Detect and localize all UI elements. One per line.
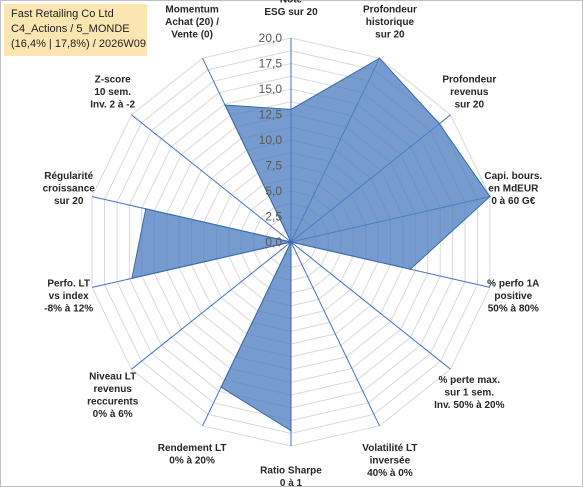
radar-category-label-line: historique	[366, 17, 415, 28]
radar-category-label: Volatilité LT inversée 40% à 0%	[362, 443, 417, 479]
radar-category-label-line: Perfo. LT	[47, 278, 90, 289]
radar-category-label-line: revenus	[94, 384, 133, 395]
radar-category-label-line: vs index	[49, 291, 89, 302]
radar-category-label-line: 0% à 6%	[93, 409, 133, 420]
radar-category-labels: Note ESG sur 20 Profondeur historique sur 20…	[43, 0, 543, 487]
radar-category-label: Capi. bours. en MdEUR 0 à 60 G€	[484, 171, 542, 207]
radar-category-label-line: 0 à 1	[280, 478, 303, 487]
radar-category-label-line: Z-score	[95, 74, 132, 85]
radar-category-label-line: 0% à 20%	[169, 455, 215, 466]
radar-data-point	[224, 104, 226, 106]
radar-data-point	[290, 241, 292, 243]
radar-category-label-line: Capi. bours.	[484, 171, 542, 182]
radar-category-label-line: sur 1 sem.	[445, 388, 495, 399]
radar-tick-label: 15,0	[259, 82, 283, 96]
radar-category-label-line: sur 20	[455, 99, 485, 110]
radar-tick-labels: 0,0 2,5 5,0 7,5 10,0 12,5 15,0 17,5 20,0	[259, 31, 283, 249]
radar-category-label-line: en MdEUR	[488, 184, 539, 195]
radar-category-label: Z-score 10 sem. Inv. 2 à -2	[90, 74, 135, 110]
radar-category-label-line: reccurents	[87, 397, 139, 408]
radar-category-label: Régularité croissance sur 20	[43, 171, 96, 207]
radar-category-label-line: Niveau LT	[89, 372, 136, 383]
radar-data-point	[220, 386, 222, 389]
radar-tick-label: 5,0	[265, 184, 282, 198]
radar-category-label: Note ESG sur 20	[264, 0, 318, 18]
radar-data-point	[145, 208, 147, 210]
radar-category-label: Profondeur historique sur 20	[363, 5, 417, 41]
radar-tick-label: 20,0	[259, 31, 283, 45]
radar-category-label-line: Ratio Sharpe	[260, 466, 322, 477]
radar-data-point	[409, 268, 412, 271]
chart-title-category: C4_Actions / 5_MONDE	[11, 23, 130, 35]
radar-category-label: Momentum Achat (20) / Vente (0)	[165, 5, 219, 41]
radar-category-label-line: Note	[280, 0, 303, 6]
radar-category-label-line: Volatilité LT	[362, 443, 417, 454]
radar-category-label: Perfo. LT vs index -8% à 12%	[44, 278, 93, 314]
radar-category-label-line: % perfo 1A	[487, 278, 539, 289]
radar-tick-label: 0,0	[265, 235, 282, 249]
radar-category-label-line: 50% à 80%	[488, 303, 539, 314]
radar-category-label-line: Inv. 2 à -2	[90, 99, 135, 110]
radar-category-label: Niveau LT revenus reccurents 0% à 6%	[87, 372, 139, 421]
chart-title-company: Fast Retailing Co Ltd	[11, 8, 114, 20]
radar-category-label-line: Profondeur	[363, 5, 417, 16]
radar-axis-line	[131, 241, 292, 370]
radar-category-label: Ratio Sharpe 0 à 1	[260, 466, 322, 487]
radar-category-label-line: 40% à 0%	[367, 468, 413, 479]
radar-category-label: % perte max. sur 1 sem. Inv. 50% à 20%	[434, 375, 505, 411]
radar-category-label-line: Régularité	[44, 171, 93, 182]
chart-title-box: Fast Retailing Co Ltd C4_Actions / 5_MON…	[4, 4, 147, 56]
radar-data-point	[438, 122, 441, 125]
radar-tick-label: 2,5	[265, 210, 282, 224]
radar-tick-label: 12,5	[259, 108, 283, 122]
radar-category-label-line: Rendement LT	[158, 443, 227, 454]
radar-data-point	[378, 57, 381, 59]
radar-category-label-line: Momentum	[165, 5, 218, 16]
radar-category-label: % perfo 1A positive 50% à 80%	[487, 278, 539, 314]
radar-axis-line	[290, 241, 451, 370]
radar-axis-line	[290, 241, 380, 427]
radar-data-point	[489, 195, 491, 198]
radar-category-label-line: positive	[494, 291, 532, 302]
radar-data-layer	[131, 57, 491, 432]
radar-series-area	[131, 57, 491, 432]
radar-category-label-line: 0 à 60 G€	[491, 196, 535, 207]
radar-data-point	[290, 429, 292, 432]
radar-category-label-line: ESG sur 20	[264, 7, 318, 18]
radar-category-label-line: -8% à 12%	[44, 303, 93, 314]
radar-category-label: Profondeur revenus sur 20	[442, 74, 496, 110]
radar-category-label-line: revenus	[450, 87, 489, 98]
radar-category-label-line: 10 sem.	[94, 87, 131, 98]
radar-category-label-line: Achat (20) /	[165, 17, 219, 28]
radar-category-label-line: sur 20	[375, 30, 405, 41]
radar-category-label-line: Inv. 50% à 20%	[434, 400, 505, 411]
radar-category-label-line: % perte max.	[438, 375, 500, 386]
radar-tick-label: 7,5	[265, 159, 282, 173]
chart-title-stats: (16,4% | 17,8%) / 2026W09	[11, 38, 146, 50]
radar-category-label-line: inversée	[370, 455, 411, 466]
radar-category-label-line: croissance	[43, 184, 96, 195]
radar-tick-label: 17,5	[259, 57, 283, 71]
radar-category-label: Rendement LT 0% à 20%	[158, 443, 227, 467]
radar-data-point	[131, 277, 133, 280]
radar-tick-label: 10,0	[259, 133, 283, 147]
radar-category-label-line: Profondeur	[442, 74, 496, 85]
radar-axis-line	[131, 114, 292, 243]
radar-category-label-line: sur 20	[54, 196, 84, 207]
radar-data-point	[290, 108, 292, 111]
radar-category-label-line: Vente (0)	[171, 30, 213, 41]
